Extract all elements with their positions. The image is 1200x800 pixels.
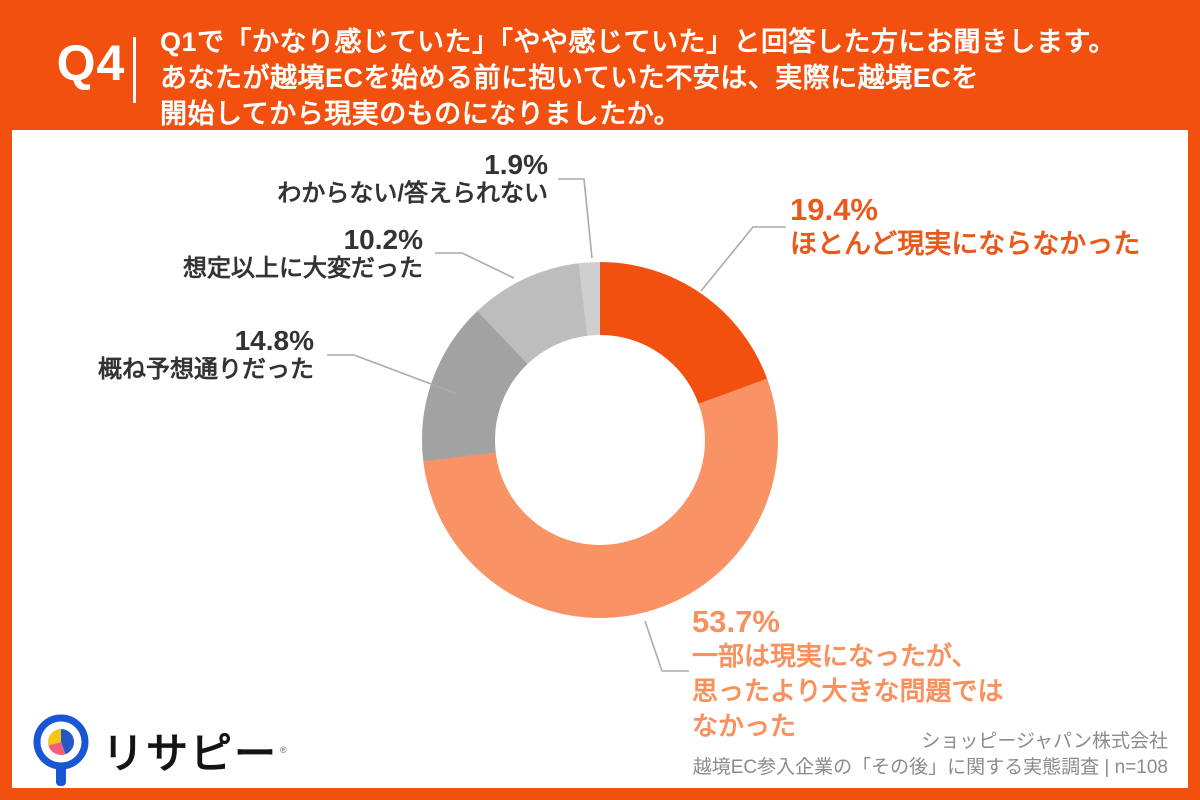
callout-ichibu-line-2: 思ったより大きな問題では [692, 675, 1004, 706]
logo-pie-yellow [47, 729, 61, 746]
callout-wakaranai-label: わからない/答えられない [277, 180, 548, 208]
donut-slice-1 [422, 262, 778, 618]
footer-credit: ショッピージャパン株式会社 越境EC参入企業の「その後」に関する実態調査 | n… [693, 729, 1168, 781]
callout-soutei: 10.2% 想定以上に大変だった [183, 225, 423, 284]
logo-pie-pink [48, 742, 66, 756]
risapi-logo-text: リサピー [102, 729, 279, 777]
callout-hotondo-label: ほとんど現実にならなかった [790, 228, 1141, 259]
callout-soutei-pct: 10.2% [343, 224, 423, 255]
question-line-3: 開始してから現実のものになりましたか。 [160, 99, 682, 129]
callout-omune: 14.8% 概ね予想通りだった [98, 326, 314, 385]
footer-company: ショッピージャパン株式会社 [921, 731, 1168, 752]
callout-wakaranai-pct: 1.9% [484, 149, 548, 180]
donut-slice-3 [422, 261, 778, 618]
chart-panel [12, 130, 1188, 788]
callout-hotondo-pct: 19.4% [790, 192, 878, 227]
question-number: Q4 [56, 35, 126, 91]
callout-ichibu-pct: 53.7% [692, 604, 780, 639]
callout-ichibu-line-3: なかった [692, 710, 797, 741]
callout-soutei-label: 想定以上に大変だった [183, 255, 423, 283]
question-text: Q1で「かなり感じていた」「やや感じていた」と回答した方にお聞きします。 あなた… [160, 24, 1116, 132]
question-line-1: Q1で「かなり感じていた」「やや感じていた」と回答した方にお聞きします。 [160, 27, 1116, 57]
callout-omune-label: 概ね予想通りだった [98, 356, 314, 384]
question-line-2: あなたが越境ECを始める前に抱いていた不安は、実際に越境ECを [160, 63, 979, 93]
footer-survey: 越境EC参入企業の「その後」に関する実態調査 | n=108 [692, 757, 1168, 778]
donut-slice-2 [422, 262, 778, 618]
callout-ichibu-line-1: 一部は現実になったが、 [692, 640, 978, 671]
risapi-logo: リサピー ® [30, 712, 287, 788]
donut-slice-5 [422, 262, 778, 618]
callout-wakaranai: 1.9% わからない/答えられない [277, 150, 548, 209]
logo-pie-blue [61, 729, 75, 755]
callout-hotondo: 19.4% ほとんど現実にならなかった [790, 192, 1141, 261]
registered-trademark-icon: ® [280, 745, 287, 755]
risapi-logo-icon [33, 714, 89, 786]
callout-omune-pct: 14.8% [234, 325, 314, 356]
donut-chart [422, 261, 778, 618]
callout-ichibu: 53.7% 一部は現実になったが、 思ったより大きな問題では なかった [692, 604, 1004, 744]
header-divider [133, 37, 136, 103]
